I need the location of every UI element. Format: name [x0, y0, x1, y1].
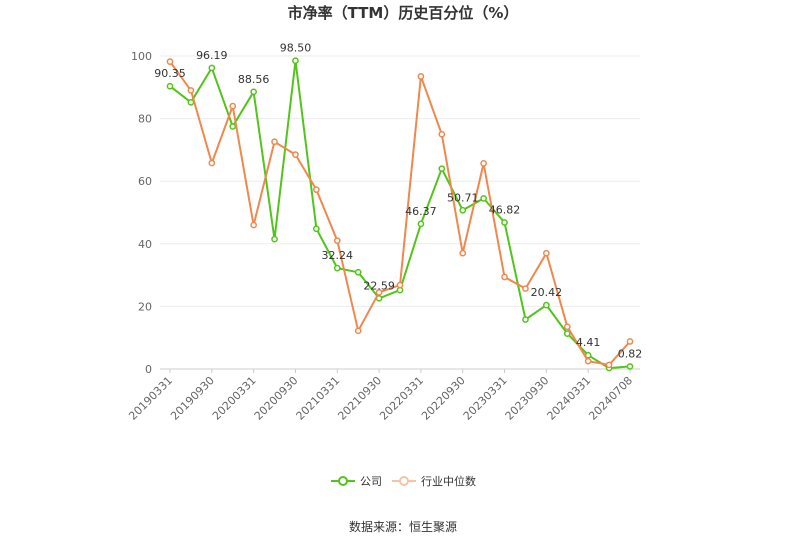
x-tick-label: 20240331	[545, 374, 594, 423]
data-point	[187, 87, 195, 94]
x-tick-label: 20220930	[419, 374, 468, 423]
data-point	[501, 273, 508, 281]
data-label: 32.24	[322, 249, 354, 262]
data-point	[229, 102, 237, 110]
x-tick-label: 20230930	[503, 374, 552, 423]
chart-title: 市净率（TTM）历史百分位（%）	[288, 4, 519, 22]
data-label: 20.42	[531, 286, 563, 299]
x-tick-label: 20200331	[210, 374, 259, 423]
data-point	[354, 268, 362, 276]
data-point	[166, 58, 174, 65]
series-line-0	[169, 59, 631, 370]
data-point	[543, 301, 550, 309]
y-tick-label: 80	[138, 113, 152, 126]
source-note: 数据来源：恒生聚源	[349, 519, 457, 534]
x-tick-label: 20190930	[168, 374, 217, 423]
legend-label: 行业中位数	[421, 474, 476, 488]
x-tick-label: 20240708	[586, 374, 635, 423]
data-point	[187, 98, 195, 106]
data-point	[543, 249, 550, 257]
legend-label: 公司	[360, 475, 382, 488]
data-point	[396, 281, 404, 289]
data-label: 98.50	[280, 42, 312, 55]
data-labels: 90.35 96.19 88.56 98.50 32.24 22.59 46.37 50.71…	[154, 42, 642, 361]
data-label: 46.37	[405, 205, 437, 218]
data-point	[605, 361, 613, 369]
data-point	[417, 220, 425, 228]
data-point	[292, 151, 299, 158]
data-point	[166, 82, 174, 90]
y-tick-label: 60	[138, 175, 152, 188]
data-point	[250, 88, 257, 96]
x-tick-label: 20210930	[335, 374, 384, 423]
data-point	[354, 327, 362, 335]
data-point	[459, 206, 467, 214]
data-point	[522, 316, 529, 323]
y-tick-label: 20	[138, 300, 152, 313]
y-tick-label: 0	[145, 363, 152, 376]
data-label: 96.19	[196, 49, 228, 62]
data-point	[626, 338, 634, 345]
data-point	[333, 264, 341, 272]
data-point	[333, 237, 341, 245]
data-point	[250, 221, 257, 229]
data-label: 90.35	[154, 67, 186, 80]
grid	[160, 55, 640, 370]
x-tick-label: 20190331	[126, 374, 175, 423]
data-point	[438, 165, 446, 173]
data-point	[522, 285, 529, 292]
data-point	[459, 249, 467, 257]
data-point	[292, 57, 299, 65]
data-point	[271, 138, 278, 146]
data-point	[584, 357, 592, 365]
data-label: 88.56	[238, 73, 270, 86]
data-point	[375, 288, 383, 296]
y-tick-label: 100	[131, 50, 152, 63]
series-line-1	[169, 61, 631, 366]
x-tick-label: 20220331	[377, 374, 426, 423]
data-label: 22.59	[363, 279, 395, 292]
y-axis: 0 20 40 60 80 100	[131, 50, 152, 376]
x-axis: 2019033120190930202003312020093020210331…	[126, 369, 635, 423]
x-tick-label: 20200930	[252, 374, 301, 423]
data-label: 0.82	[618, 347, 643, 360]
x-tick-label: 20230331	[461, 374, 510, 423]
data-point	[626, 363, 634, 370]
data-point	[229, 123, 237, 130]
data-point	[271, 235, 278, 243]
data-point	[480, 160, 487, 167]
series-layer	[166, 57, 634, 372]
legend-marker	[338, 476, 348, 486]
data-label: 46.82	[489, 203, 521, 216]
data-point	[208, 159, 216, 167]
data-point	[313, 225, 320, 233]
y-tick-label: 40	[138, 238, 152, 251]
data-point	[438, 130, 446, 138]
legend-marker	[399, 476, 409, 486]
x-tick-label: 20210331	[294, 374, 343, 423]
data-point	[313, 186, 320, 194]
data-point	[501, 219, 508, 226]
data-label: 4.41	[576, 336, 601, 349]
data-point	[563, 330, 571, 337]
data-label: 50.71	[447, 191, 479, 204]
data-point	[417, 72, 425, 80]
legend[interactable]: 公司 行业中位数	[331, 474, 476, 488]
data-point	[563, 323, 571, 331]
data-point	[480, 195, 487, 202]
data-point	[208, 64, 216, 72]
